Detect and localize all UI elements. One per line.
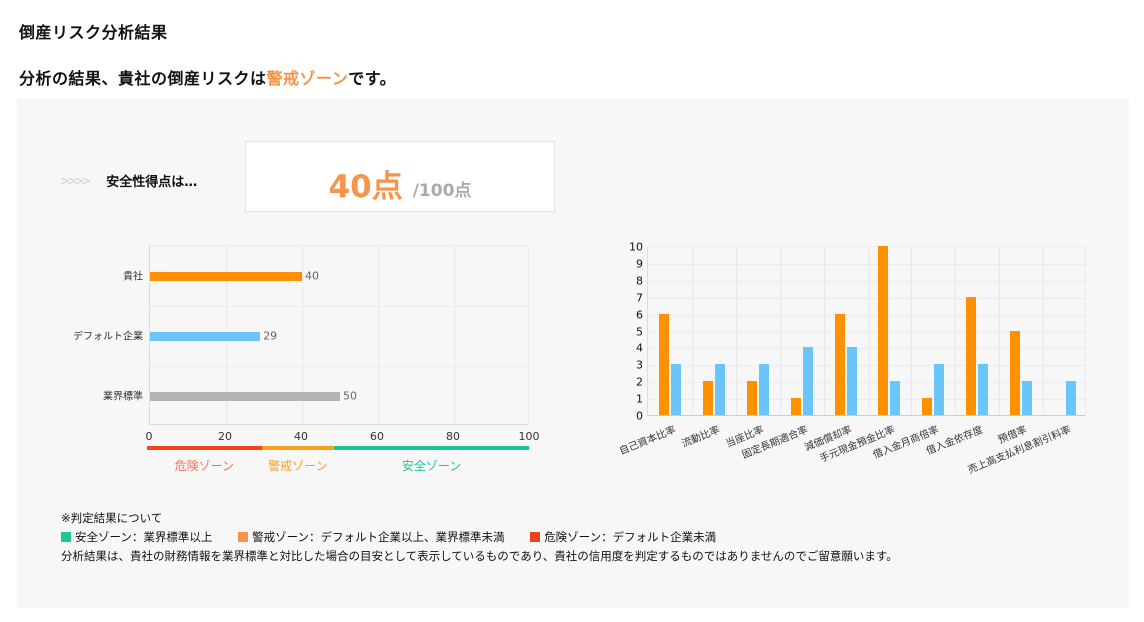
zone-label: 警戒ゾーン xyxy=(268,459,328,473)
bar-業界標準 xyxy=(846,347,857,415)
grid-line xyxy=(867,247,869,415)
zone-bar xyxy=(147,446,262,450)
y-tick-label: 2 xyxy=(636,375,643,389)
grid-line xyxy=(735,247,737,415)
triple-chevron-icon: >>>> xyxy=(60,173,91,188)
y-tick-label: 1 xyxy=(636,392,643,406)
bar-業界標準 xyxy=(890,381,901,415)
page-title: 倒産リスク分析結果 xyxy=(19,23,168,42)
category-label: 貴社 xyxy=(123,271,143,283)
grid-line xyxy=(150,306,528,307)
bar-業界標準 xyxy=(758,364,769,415)
y-tick-label: 10 xyxy=(629,240,643,254)
grid-line xyxy=(150,366,528,367)
summary-prefix: 分析の結果、貴社の倒産リスクは xyxy=(19,69,267,88)
y-tick-label: 9 xyxy=(636,257,643,271)
warning-square-icon xyxy=(238,532,249,542)
x-tick-label: 60 xyxy=(370,430,384,443)
score-value: 40点 xyxy=(328,169,403,205)
y-tick-label: 6 xyxy=(636,308,643,322)
category-label: デフォルト企業 xyxy=(73,331,143,343)
bar-業界標準 xyxy=(1066,381,1077,415)
legend-warning: 警戒ゾーン：デフォルト企業以上、業界標準未満 xyxy=(238,530,505,544)
notes: ※判定結果について 安全ゾーン：業界標準以上 警戒ゾーン：デフォルト企業以上、業… xyxy=(61,509,898,566)
score-label-text: 安全性得点は… xyxy=(106,175,198,190)
y-tick-label: 3 xyxy=(636,358,643,372)
grid-line xyxy=(302,246,303,424)
y-tick-label: 5 xyxy=(636,325,643,338)
grid-line xyxy=(911,247,913,415)
bar-貴社 xyxy=(834,313,845,415)
grid-line xyxy=(648,297,1085,299)
bar-貴社 xyxy=(966,296,977,415)
grid-line xyxy=(648,399,1085,401)
legend-safe: 安全ゾーン：業界標準以上 xyxy=(61,530,212,544)
grid-line xyxy=(999,247,1001,415)
grid-line xyxy=(378,246,379,424)
x-tick-label: 0 xyxy=(145,430,153,443)
x-tick-label: 100 xyxy=(518,430,540,443)
y-tick-label: 0 xyxy=(636,409,643,423)
zone-label: 危険ゾーン xyxy=(174,459,234,473)
grid-line xyxy=(648,365,1085,367)
y-tick-label: 7 xyxy=(636,291,643,305)
bar-1 xyxy=(150,331,261,341)
score-box: 40点 /100点 xyxy=(245,141,555,212)
y-tick-label: 8 xyxy=(636,274,643,288)
grid-line xyxy=(955,247,957,415)
grid-line xyxy=(1043,247,1045,415)
bar-value-label: 50 xyxy=(343,389,357,403)
bar-貴社 xyxy=(702,381,713,415)
bar-業界標準 xyxy=(978,364,989,415)
bar-貴社 xyxy=(790,398,801,415)
summary-suffix: です。 xyxy=(348,69,397,88)
bar-貴社 xyxy=(878,246,889,415)
bar-value-label: 29 xyxy=(263,329,278,343)
disclaimer: 分析結果は、貴社の財務情報を業界標準と対比した場合の目安として表示しているもので… xyxy=(61,549,898,563)
bar-貴社 xyxy=(1010,330,1021,415)
score-label: >>>> 安全性得点は… xyxy=(60,171,198,191)
legend-danger: 危険ゾーン：デフォルト企業未満 xyxy=(530,530,716,544)
bar-業界標準 xyxy=(1022,381,1033,415)
bar-業界標準 xyxy=(714,364,725,415)
x-tick-label: 20 xyxy=(218,430,232,443)
summary-zone: 警戒ゾーン xyxy=(266,69,349,88)
grid-line xyxy=(648,382,1085,384)
grid-line xyxy=(648,280,1085,282)
grid-line xyxy=(648,314,1085,316)
bar-貴社 xyxy=(658,313,669,415)
bar-貴社 xyxy=(746,381,757,415)
grid-line xyxy=(823,247,825,415)
result-summary: 分析の結果、貴社の倒産リスクは警戒ゾーンです。 xyxy=(19,65,396,89)
zone-bar xyxy=(334,446,529,450)
category-label: 業界標準 xyxy=(103,391,143,403)
result-panel xyxy=(17,99,1129,608)
x-tick-label: 40 xyxy=(294,430,308,443)
notes-heading: ※判定結果について xyxy=(61,511,163,525)
bar-value-label: 40 xyxy=(305,269,319,283)
bar-業界標準 xyxy=(670,364,681,415)
grid-line xyxy=(779,247,781,415)
danger-square-icon xyxy=(530,532,541,542)
grid-line xyxy=(691,247,693,415)
grid-line xyxy=(648,331,1085,333)
safety-score-bar-chart: 40 29 50 xyxy=(149,245,529,425)
indicator-bar-chart xyxy=(647,246,1086,416)
bar-貴社 xyxy=(922,398,933,415)
zone-bar xyxy=(261,446,335,450)
safe-square-icon xyxy=(61,532,71,542)
bar-業界標準 xyxy=(934,364,945,415)
score-max: /100点 xyxy=(412,181,472,201)
grid-line xyxy=(648,348,1085,350)
bar-0 xyxy=(150,271,302,281)
y-tick-label: 4 xyxy=(636,341,643,355)
x-tick-label: 80 xyxy=(446,430,460,443)
grid-line xyxy=(454,246,455,424)
bar-業界標準 xyxy=(802,347,813,415)
bar-2 xyxy=(150,391,340,401)
grid-line xyxy=(648,263,1085,265)
notes-legend: 安全ゾーン：業界標準以上 警戒ゾーン：デフォルト企業以上、業界標準未満 危険ゾー… xyxy=(61,528,898,547)
zone-label: 安全ゾーン xyxy=(401,459,462,473)
